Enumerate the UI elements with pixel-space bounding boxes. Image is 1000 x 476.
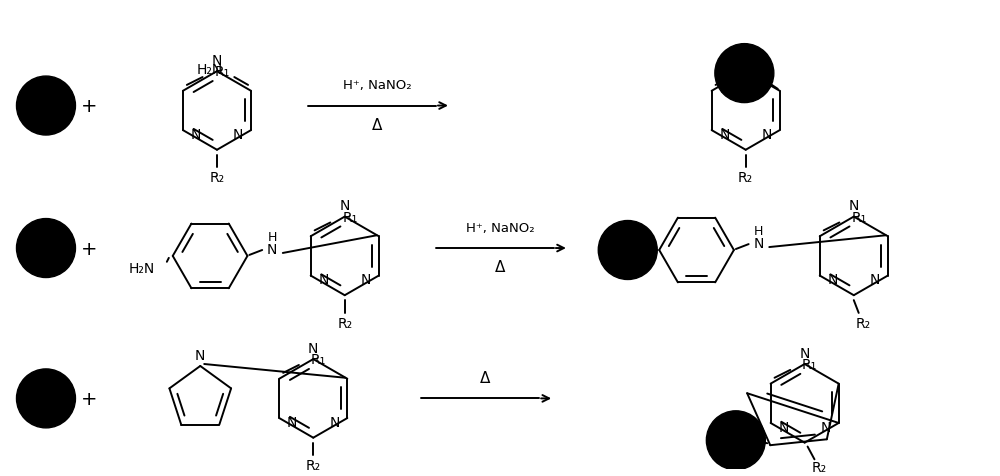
Text: N: N: [762, 128, 772, 142]
Text: Δ: Δ: [495, 260, 505, 275]
Text: R₁: R₁: [311, 352, 326, 367]
Text: N: N: [267, 242, 277, 257]
Text: R₁: R₁: [214, 65, 230, 79]
Text: R₁: R₁: [851, 210, 866, 224]
Text: Δ: Δ: [372, 118, 382, 132]
Text: N: N: [340, 199, 350, 213]
Text: H⁺, NaNO₂: H⁺, NaNO₂: [343, 79, 411, 92]
Text: +: +: [81, 389, 97, 408]
Text: N: N: [361, 273, 371, 287]
Text: N: N: [195, 348, 205, 362]
Text: N: N: [778, 420, 789, 434]
Text: N: N: [799, 346, 810, 360]
Text: H: H: [267, 230, 277, 243]
Text: +: +: [81, 239, 97, 258]
Text: R₁: R₁: [743, 65, 758, 79]
Text: N: N: [318, 273, 329, 287]
Circle shape: [598, 221, 657, 280]
Text: N: N: [308, 341, 318, 355]
Text: R₁: R₁: [342, 210, 357, 224]
Text: N: N: [233, 128, 243, 142]
Text: +: +: [81, 97, 97, 116]
Text: N: N: [287, 415, 297, 429]
Text: R₁: R₁: [802, 357, 817, 371]
Text: N: N: [212, 54, 222, 68]
Text: H: H: [754, 224, 763, 238]
Text: N: N: [740, 54, 751, 68]
Text: N: N: [827, 273, 838, 287]
Text: N: N: [329, 415, 340, 429]
Text: H₂N: H₂N: [128, 261, 154, 275]
Text: N: N: [870, 273, 880, 287]
Circle shape: [16, 219, 75, 278]
Text: R₂: R₂: [738, 171, 753, 185]
Text: N: N: [821, 420, 831, 434]
Text: R₂: R₂: [306, 458, 321, 472]
Text: R₂: R₂: [812, 460, 827, 474]
Text: N: N: [849, 199, 859, 213]
Text: R₂: R₂: [337, 316, 352, 330]
Circle shape: [715, 45, 774, 103]
Text: R₂: R₂: [209, 171, 225, 185]
Text: H₂N: H₂N: [197, 63, 223, 77]
Circle shape: [706, 411, 765, 470]
Text: N: N: [719, 128, 730, 142]
Text: H⁺, NaNO₂: H⁺, NaNO₂: [466, 221, 534, 234]
Text: R₂: R₂: [856, 316, 871, 330]
Text: N: N: [191, 128, 201, 142]
Circle shape: [16, 77, 75, 136]
Circle shape: [16, 369, 75, 428]
Text: N: N: [753, 237, 764, 250]
Text: Δ: Δ: [480, 370, 490, 386]
Text: N: N: [751, 438, 762, 452]
